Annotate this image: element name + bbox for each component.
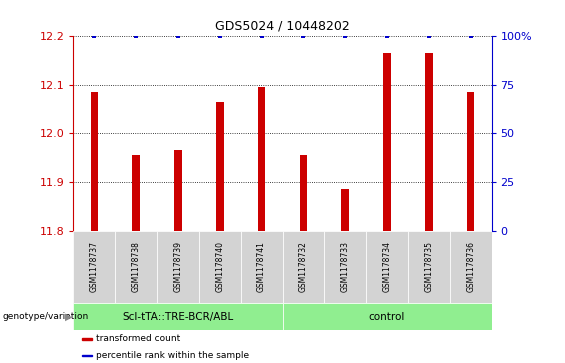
- Title: GDS5024 / 10448202: GDS5024 / 10448202: [215, 19, 350, 32]
- Text: ScI-tTA::TRE-BCR/ABL: ScI-tTA::TRE-BCR/ABL: [123, 312, 233, 322]
- Bar: [90, 92, 98, 231]
- Text: GSM1178738: GSM1178738: [132, 241, 141, 292]
- Point: [132, 33, 141, 39]
- Bar: [450, 231, 492, 303]
- Bar: [73, 303, 282, 330]
- Text: GSM1178737: GSM1178737: [90, 241, 99, 292]
- Bar: [366, 231, 408, 303]
- Text: GSM1178734: GSM1178734: [383, 241, 392, 292]
- Text: percentile rank within the sample: percentile rank within the sample: [97, 351, 250, 360]
- Bar: [408, 231, 450, 303]
- Point: [173, 33, 182, 39]
- Bar: [199, 231, 241, 303]
- Bar: [324, 231, 366, 303]
- Text: genotype/variation: genotype/variation: [3, 312, 89, 321]
- Bar: [73, 231, 115, 303]
- Point: [257, 33, 266, 39]
- Point: [383, 33, 392, 39]
- Text: ▶: ▶: [65, 311, 72, 322]
- Bar: [282, 303, 492, 330]
- Text: GSM1178735: GSM1178735: [424, 241, 433, 292]
- Bar: [82, 355, 92, 356]
- Text: GSM1178741: GSM1178741: [257, 241, 266, 292]
- Bar: [258, 87, 266, 231]
- Bar: [341, 189, 349, 231]
- Bar: [241, 231, 282, 303]
- Point: [215, 33, 224, 39]
- Bar: [82, 338, 92, 340]
- Bar: [132, 155, 140, 231]
- Bar: [282, 231, 324, 303]
- Text: GSM1178736: GSM1178736: [466, 241, 475, 292]
- Text: GSM1178740: GSM1178740: [215, 241, 224, 292]
- Text: GSM1178733: GSM1178733: [341, 241, 350, 292]
- Text: GSM1178732: GSM1178732: [299, 241, 308, 292]
- Bar: [467, 92, 475, 231]
- Text: GSM1178739: GSM1178739: [173, 241, 182, 292]
- Bar: [216, 102, 224, 231]
- Point: [341, 33, 350, 39]
- Text: control: control: [369, 312, 405, 322]
- Bar: [425, 53, 433, 231]
- Bar: [299, 155, 307, 231]
- Text: transformed count: transformed count: [97, 334, 181, 343]
- Bar: [115, 231, 157, 303]
- Point: [424, 33, 433, 39]
- Bar: [174, 150, 182, 231]
- Bar: [383, 53, 391, 231]
- Point: [90, 33, 99, 39]
- Point: [466, 33, 475, 39]
- Bar: [157, 231, 199, 303]
- Point: [299, 33, 308, 39]
